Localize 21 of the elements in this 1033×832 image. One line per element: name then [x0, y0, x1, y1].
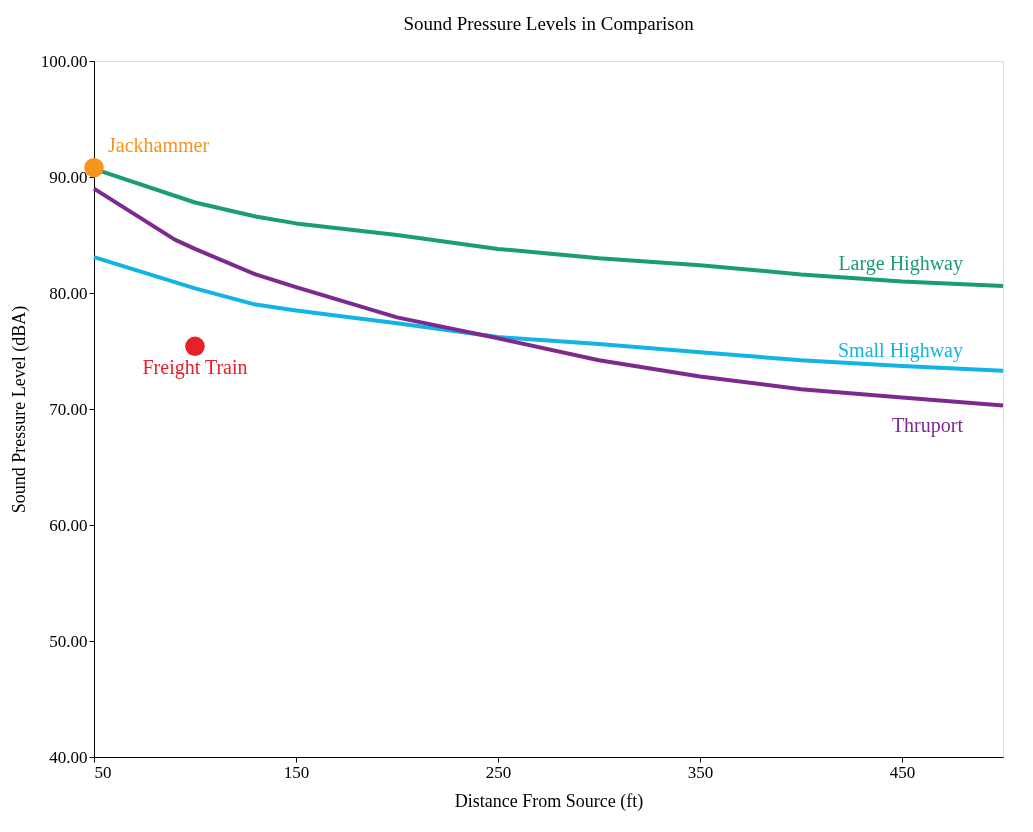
y-tick-label: 90.00	[49, 167, 88, 187]
series-label: Freight Train	[142, 356, 248, 380]
y-tick-label: 50.00	[49, 631, 88, 651]
line-series	[92, 186, 1005, 408]
y-tick-label: 60.00	[49, 515, 88, 535]
x-tick-label: 50	[94, 762, 112, 782]
series-label: Large Highway	[838, 252, 963, 276]
x-tick-label: 350	[687, 762, 714, 782]
y-axis-title: Sound Pressure Level (dBA)	[8, 305, 30, 514]
y-tick-label: 70.00	[49, 399, 88, 419]
y-tick-label: 100.00	[40, 51, 88, 71]
y-tick-label: 40.00	[49, 747, 88, 767]
series-label: Jackhammer	[108, 133, 210, 156]
x-axis-title: Distance From Source (ft)	[454, 790, 644, 812]
series-label: Thruport	[891, 413, 964, 437]
y-tick-label: 80.00	[49, 283, 88, 303]
x-tick-label: 150	[283, 762, 310, 782]
chart-title: Sound Pressure Levels in Comparison	[403, 13, 695, 34]
series-label: Small Highway	[838, 338, 963, 362]
x-tick-label: 250	[485, 762, 512, 782]
x-tick-label: 450	[889, 762, 916, 782]
